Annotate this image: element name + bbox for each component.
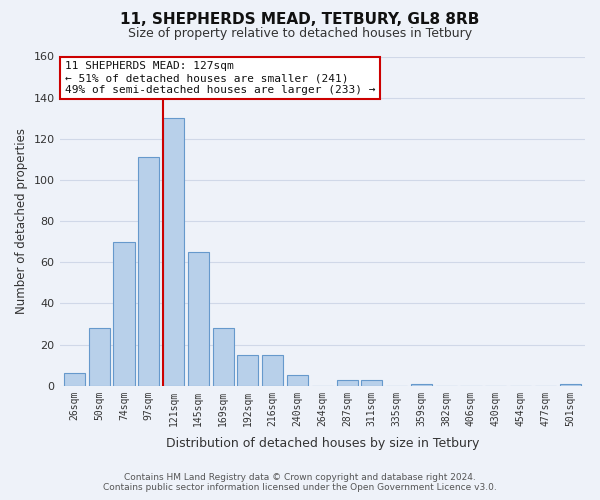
Bar [287, 376, 308, 386]
Bar [89, 328, 110, 386]
Bar [262, 355, 283, 386]
Bar [163, 118, 184, 386]
Bar [138, 158, 160, 386]
Bar [188, 252, 209, 386]
Bar [560, 384, 581, 386]
Bar [337, 380, 358, 386]
Bar [361, 380, 382, 386]
Bar [113, 242, 134, 386]
Text: Contains HM Land Registry data © Crown copyright and database right 2024.
Contai: Contains HM Land Registry data © Crown c… [103, 473, 497, 492]
X-axis label: Distribution of detached houses by size in Tetbury: Distribution of detached houses by size … [166, 437, 479, 450]
Text: Size of property relative to detached houses in Tetbury: Size of property relative to detached ho… [128, 28, 472, 40]
Bar [238, 355, 259, 386]
Bar [64, 374, 85, 386]
Text: 11 SHEPHERDS MEAD: 127sqm
← 51% of detached houses are smaller (241)
49% of semi: 11 SHEPHERDS MEAD: 127sqm ← 51% of detac… [65, 62, 375, 94]
Bar [411, 384, 432, 386]
Text: 11, SHEPHERDS MEAD, TETBURY, GL8 8RB: 11, SHEPHERDS MEAD, TETBURY, GL8 8RB [121, 12, 479, 28]
Y-axis label: Number of detached properties: Number of detached properties [15, 128, 28, 314]
Bar [212, 328, 233, 386]
